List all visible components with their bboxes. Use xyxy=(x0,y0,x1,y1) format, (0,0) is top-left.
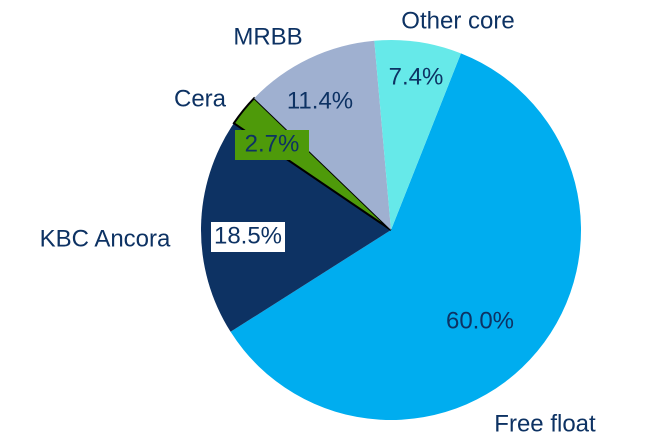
category-label: Cera xyxy=(174,85,227,112)
value-label: 7.4% xyxy=(389,63,444,90)
value-label: 2.7% xyxy=(245,130,300,157)
category-label: MRBB xyxy=(233,23,302,50)
pie-slice xyxy=(254,40,391,230)
value-label: 18.5% xyxy=(214,222,282,249)
pie-slice xyxy=(230,53,582,420)
pie-slice xyxy=(200,123,391,332)
category-label: Other core xyxy=(401,7,514,34)
value-label: 60.0% xyxy=(446,307,514,334)
category-label: Free float xyxy=(494,410,596,437)
value-label: 11.4% xyxy=(287,87,353,114)
category-label: KBC Ancora xyxy=(40,225,171,252)
label-box xyxy=(211,222,285,252)
label-box xyxy=(235,130,309,160)
pie-slice xyxy=(374,40,461,231)
